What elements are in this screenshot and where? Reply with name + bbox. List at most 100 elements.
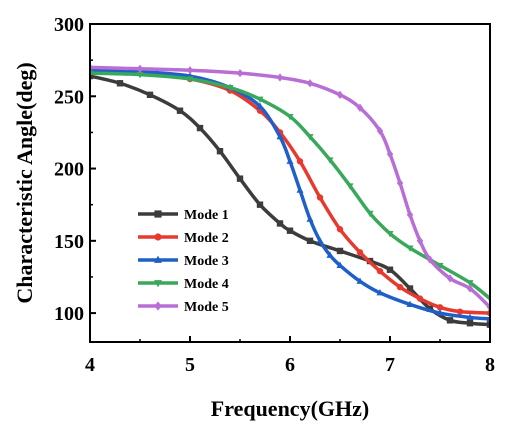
data-point <box>356 103 364 112</box>
data-point <box>466 313 474 320</box>
legend-label: Mode 3 <box>184 254 229 269</box>
data-point <box>356 277 364 284</box>
series-line <box>90 74 490 327</box>
data-point <box>276 73 284 82</box>
series-4 <box>90 70 490 303</box>
data-point <box>276 132 284 140</box>
series-line <box>90 65 490 309</box>
y-tick-label: 250 <box>54 86 84 108</box>
data-point <box>466 280 474 287</box>
legend-marker <box>154 255 162 263</box>
series-line <box>90 71 490 301</box>
series-2 <box>90 67 490 317</box>
data-point <box>376 126 384 136</box>
data-point <box>186 76 194 83</box>
data-point <box>466 284 474 293</box>
x-axis-title: Frequency(GHz) <box>211 396 369 421</box>
data-point <box>426 255 434 264</box>
data-point <box>296 186 304 193</box>
data-point <box>486 321 490 328</box>
data-point <box>286 227 294 234</box>
legend: Mode 1 Mode 2 Mode 3 Mode 4 Mode 5 <box>138 208 229 315</box>
data-point <box>436 309 444 316</box>
data-point <box>286 157 294 164</box>
data-point <box>256 201 264 208</box>
data-point <box>306 79 314 88</box>
data-point <box>306 215 314 222</box>
y-tick-label: 100 <box>54 303 84 325</box>
data-point <box>376 289 384 296</box>
data-point <box>396 178 404 188</box>
data-point <box>216 148 224 155</box>
y-axis-title: Characteristic Angle(deg) <box>12 62 37 303</box>
legend-item: Mode 2 <box>138 231 229 246</box>
data-point <box>446 274 454 283</box>
x-tick-label: 4 <box>85 354 95 376</box>
data-point <box>306 237 314 245</box>
data-point <box>336 261 344 268</box>
data-point <box>356 249 364 256</box>
data-point <box>436 304 444 311</box>
legend-marker <box>154 210 162 218</box>
y-tick-label: 300 <box>54 14 84 36</box>
data-point <box>386 266 394 273</box>
legend-item: Mode 1 <box>138 208 229 223</box>
data-point <box>456 308 464 315</box>
data-point <box>136 64 144 73</box>
legend-item: Mode 4 <box>138 277 229 292</box>
data-point <box>316 236 324 244</box>
x-tick-label: 8 <box>485 354 495 376</box>
data-point <box>136 72 144 79</box>
data-point <box>406 285 414 292</box>
axis-layer: 4 5 6 7 8 100 150 200 250 300 <box>54 14 495 376</box>
data-point <box>326 251 334 258</box>
data-point <box>366 210 374 218</box>
data-point <box>376 267 384 275</box>
data-point <box>446 317 454 324</box>
data-point <box>336 90 344 99</box>
data-point <box>256 102 264 109</box>
legend-marker <box>154 301 162 311</box>
data-point <box>276 220 284 227</box>
legend-item: Mode 5 <box>138 300 229 315</box>
legend-label: Mode 4 <box>184 277 229 292</box>
data-point <box>196 124 204 132</box>
series-5 <box>90 63 490 312</box>
data-point <box>90 72 94 80</box>
data-point <box>396 283 404 291</box>
series-line <box>90 68 490 315</box>
data-point <box>116 80 124 87</box>
legend-marker <box>154 280 162 288</box>
x-tick-label: 5 <box>185 354 195 376</box>
x-tick-label: 6 <box>285 354 295 376</box>
data-point <box>466 320 474 327</box>
data-point <box>336 226 344 233</box>
y-tick-label: 150 <box>54 231 84 253</box>
data-point <box>336 247 344 255</box>
data-point <box>416 236 424 245</box>
data-point <box>176 107 184 114</box>
data-point <box>296 158 304 165</box>
data-point <box>426 305 434 312</box>
data-point <box>346 183 354 190</box>
data-point <box>416 295 424 302</box>
series-1 <box>90 72 490 328</box>
data-point <box>386 149 394 159</box>
data-point <box>386 231 394 238</box>
data-point <box>146 91 154 99</box>
series-layer <box>90 63 490 328</box>
data-point <box>256 96 264 104</box>
data-point <box>406 210 414 219</box>
data-point <box>226 85 234 92</box>
legend-label: Mode 1 <box>184 208 229 223</box>
legend-label: Mode 5 <box>184 300 229 315</box>
data-point <box>316 194 324 201</box>
data-point <box>436 262 444 270</box>
data-point <box>406 245 414 252</box>
data-point <box>186 66 194 75</box>
x-tick-label: 7 <box>385 354 395 376</box>
data-point <box>406 300 414 307</box>
y-tick-label: 200 <box>54 159 84 181</box>
data-point <box>326 157 334 164</box>
